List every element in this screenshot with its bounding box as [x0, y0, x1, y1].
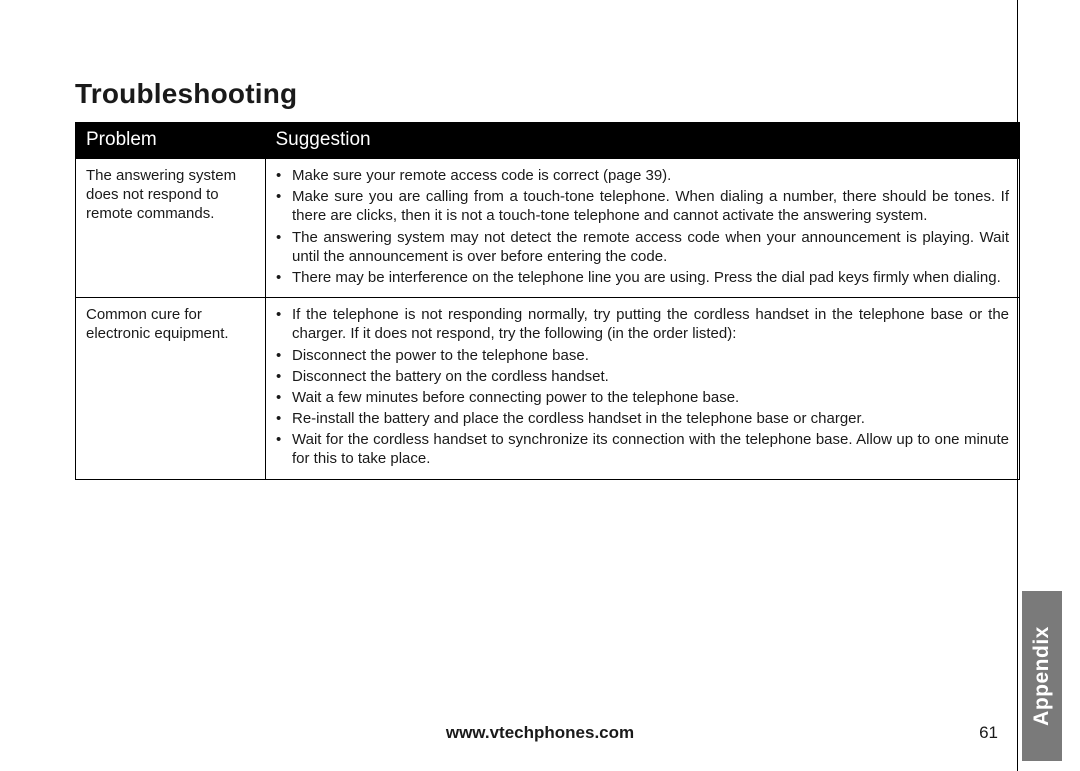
- troubleshooting-table: Problem Suggestion The answering system …: [75, 122, 1020, 480]
- side-tab-appendix: Appendix: [1022, 591, 1062, 761]
- suggestion-item: Re-install the battery and place the cor…: [276, 409, 1009, 428]
- suggestion-cell: Make sure your remote access code is cor…: [266, 159, 1020, 298]
- footer-url: www.vtechphones.com: [0, 723, 1080, 743]
- column-header-suggestion: Suggestion: [266, 123, 1020, 159]
- suggestion-item: There may be interference on the telepho…: [276, 268, 1009, 287]
- suggestion-item: Wait for the cordless handset to synchro…: [276, 430, 1009, 468]
- problem-cell: Common cure for electronic equipment.: [76, 298, 266, 480]
- suggestion-item: If the telephone is not responding norma…: [276, 305, 1009, 343]
- page-number: 61: [979, 723, 998, 743]
- suggestion-item: Disconnect the battery on the cordless h…: [276, 367, 1009, 386]
- page-title: Troubleshooting: [75, 78, 1020, 110]
- table-row: The answering system does not respond to…: [76, 159, 1020, 298]
- suggestion-item: The answering system may not detect the …: [276, 228, 1009, 266]
- suggestion-item: Make sure you are calling from a touch-t…: [276, 187, 1009, 225]
- table-row: Common cure for electronic equipment. If…: [76, 298, 1020, 480]
- problem-cell: The answering system does not respond to…: [76, 159, 266, 298]
- suggestion-list: Make sure your remote access code is cor…: [276, 166, 1009, 287]
- suggestion-list: If the telephone is not responding norma…: [276, 305, 1009, 469]
- suggestion-item: Make sure your remote access code is cor…: [276, 166, 1009, 185]
- suggestion-item: Wait a few minutes before connecting pow…: [276, 388, 1009, 407]
- side-tab-label: Appendix: [1030, 626, 1054, 726]
- column-header-problem: Problem: [76, 123, 266, 159]
- suggestion-cell: If the telephone is not responding norma…: [266, 298, 1020, 480]
- suggestion-item: Disconnect the power to the telephone ba…: [276, 346, 1009, 365]
- table-header-row: Problem Suggestion: [76, 123, 1020, 159]
- manual-page: Troubleshooting Problem Suggestion The a…: [0, 0, 1080, 771]
